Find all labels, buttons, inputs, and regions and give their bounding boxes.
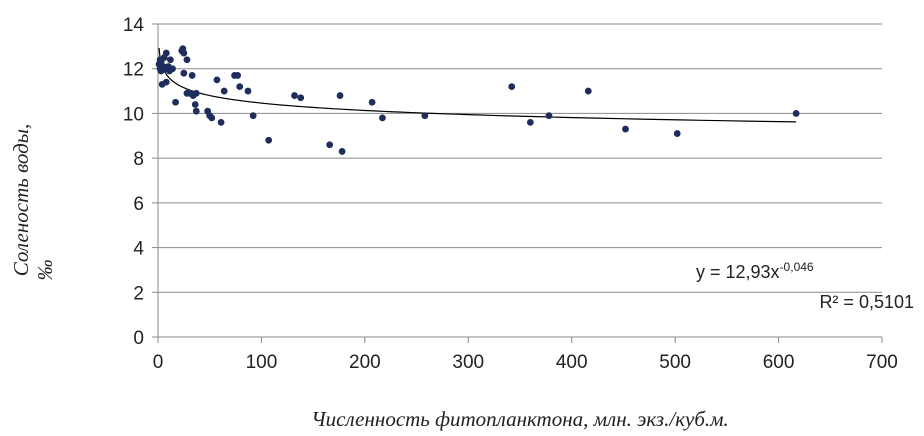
trendline-power [158,47,797,123]
data-point [234,72,242,79]
data-point [336,92,344,99]
y-tick-labels: 0 2 4 6 8 10 12 14 [123,15,145,349]
y-axis-title: Соленость воды, [9,124,33,277]
trendline-group [158,47,797,123]
data-point [545,112,553,120]
data-point [368,98,376,106]
data-point [249,112,257,120]
x-tick-label: 0 [153,352,164,373]
data-point [526,118,534,126]
y-tick-label: 4 [133,239,144,260]
y-axis-title-group: Соленость воды, [9,124,33,277]
x-tick-label: 500 [659,352,691,373]
axes [152,23,883,343]
data-point [326,141,334,149]
y-tick-label: 2 [133,283,144,304]
x-tick-label: 600 [763,352,795,373]
y-axis-unit-group: ‰ [33,260,57,281]
y-tick-label: 14 [123,15,145,36]
data-point [508,83,516,90]
data-point [673,130,681,137]
x-tick-label: 400 [556,352,588,373]
data-point [622,125,629,133]
data-point [297,94,305,102]
y-tick-label: 6 [133,194,144,215]
data-point [172,98,179,106]
x-tick-label: 300 [452,352,484,373]
y-tick-label: 8 [133,149,144,170]
data-point [213,76,221,84]
data-point [180,69,188,77]
data-point [236,83,244,90]
data-point [217,118,225,126]
data-point [379,114,386,122]
x-tick-label: 200 [349,352,381,373]
data-point [167,56,174,64]
data-point [265,136,273,144]
y-tick-label: 0 [133,328,144,349]
data-point [162,78,170,86]
data-point [338,148,346,155]
grid-lines [158,23,882,293]
equation-exponent: -0,046 [780,260,814,274]
data-point [162,49,170,57]
data-point [183,56,191,64]
data-point [208,114,216,122]
y-tick-label: 10 [123,104,144,125]
data-point [188,72,196,79]
trendline-equation: y = 12,93x-0,046 [696,260,814,282]
data-point [421,112,429,120]
data-point [192,107,200,115]
equation-prefix: y = 12,93x [696,262,780,282]
data-point [192,89,200,97]
x-tick-label: 700 [866,352,898,373]
data-point [220,87,228,95]
data-point [191,101,199,108]
data-point [180,49,188,57]
y-axis-unit: ‰ [33,260,57,281]
data-point [584,87,592,95]
r-squared-label: R² = 0,5101 [819,292,914,312]
data-point [291,92,298,99]
x-tick-label: 100 [246,352,278,373]
data-point [792,110,800,117]
data-point [244,87,252,95]
x-axis-title: Численность фитопланктона, млн. экз./куб… [311,407,729,431]
y-tick-label: 12 [123,60,144,81]
x-tick-labels: 0 100 200 300 400 500 600 700 [153,352,898,373]
data-points [155,45,800,155]
data-point [169,65,176,73]
